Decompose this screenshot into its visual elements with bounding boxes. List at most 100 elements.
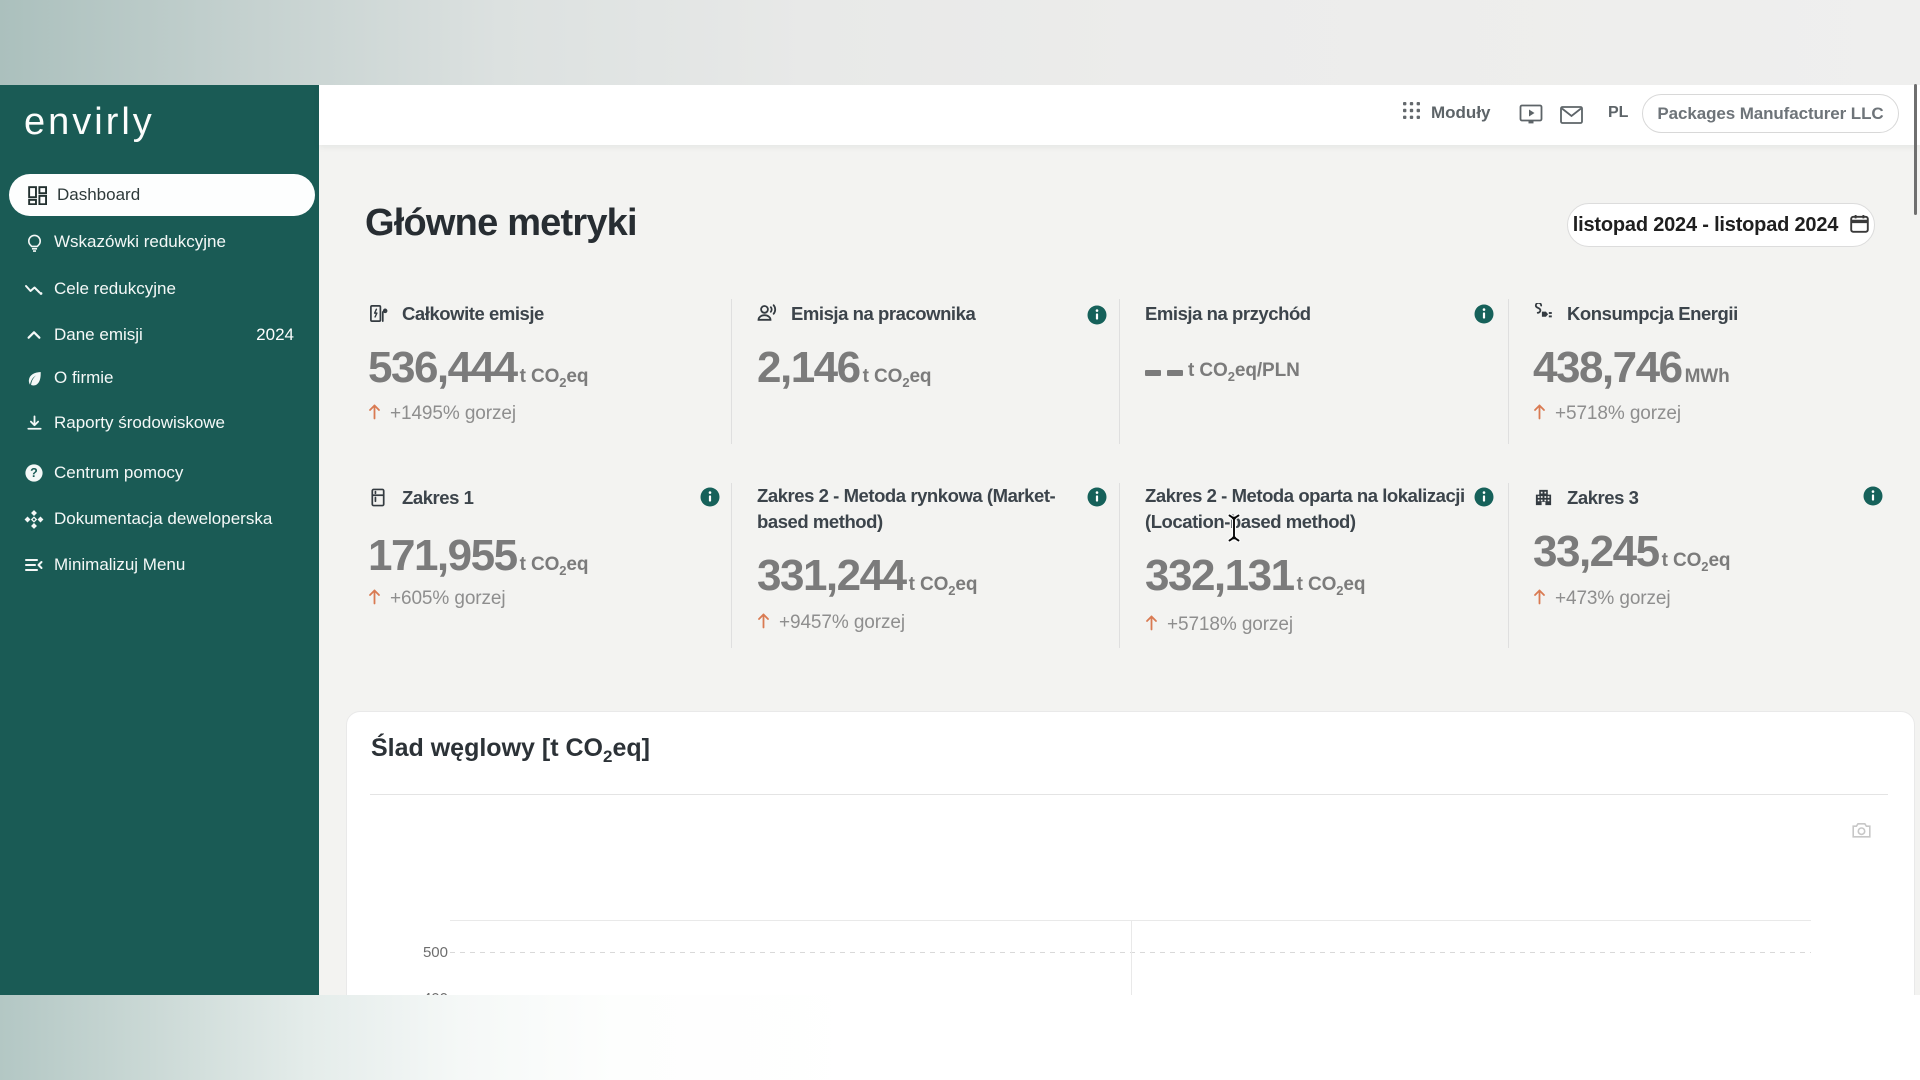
- metric-unit: t CO2eq: [519, 366, 589, 390]
- backdrop-band-top: [0, 0, 1920, 85]
- ev-station-icon: [368, 303, 388, 323]
- metric-title: Całkowite emisje: [402, 303, 544, 324]
- divider: [1508, 483, 1509, 648]
- divider: [731, 299, 732, 444]
- modules-button[interactable]: Moduły: [1403, 102, 1491, 124]
- metric-title: Zakres 3: [1567, 487, 1639, 508]
- camera-icon[interactable]: [1852, 822, 1871, 843]
- metric-value: 331,244: [757, 551, 907, 600]
- info-icon[interactable]: [1087, 305, 1107, 325]
- chart-plot-top-border: [450, 920, 1811, 921]
- metric-unit: t CO2eq: [862, 366, 932, 390]
- date-range-picker[interactable]: listopad 2024 - listopad 2024: [1567, 203, 1875, 247]
- metric-title: Zakres 2 - Metoda oparta na lokalizacji(…: [1145, 485, 1465, 532]
- divider: [1119, 299, 1120, 444]
- sidebar-item-dane-emisji[interactable]: Dane emisji 2024: [0, 312, 319, 358]
- sidebar-item-raporty[interactable]: Raporty środowiskowe: [0, 400, 319, 446]
- metric-value: 438,746: [1533, 343, 1683, 392]
- metric-change: +5718% gorzej: [1555, 403, 1681, 424]
- svg-text:?: ?: [30, 466, 38, 480]
- modules-label: Moduły: [1431, 103, 1491, 122]
- metric-value: 33,245: [1533, 527, 1660, 576]
- divider: [1119, 483, 1120, 648]
- messages-button[interactable]: [1560, 106, 1583, 129]
- leaf-icon: [24, 368, 44, 388]
- info-icon[interactable]: [1087, 487, 1107, 507]
- sidebar-item-label: O firmie: [54, 368, 114, 387]
- metric-title: Zakres 2 - Metoda rynkowa (Market-based …: [757, 485, 1056, 532]
- sidebar-item-dashboard[interactable]: Dashboard: [9, 174, 315, 216]
- page-title: Główne metryki: [365, 202, 638, 244]
- company-name: Packages Manufacturer LLC: [1657, 103, 1884, 123]
- sidebar-item-label: Dashboard: [57, 185, 141, 204]
- sidebar-item-label: Wskazówki redukcyjne: [54, 232, 226, 251]
- metric-unit: t CO2eq: [1296, 574, 1366, 598]
- dashboard-icon: [27, 185, 47, 205]
- scrollbar-thumb[interactable]: [1914, 84, 1917, 215]
- year-badge: 2024: [256, 325, 294, 344]
- metric-title: Konsumpcja Energii: [1567, 303, 1738, 324]
- metric-title: Emisja na pracownika: [791, 303, 976, 324]
- sidebar-item-centrum-pomocy[interactable]: ? Centrum pomocy: [0, 450, 319, 496]
- chevron-up-icon: [24, 325, 44, 345]
- carbon-footprint-chart-card: Ślad węglowy [t CO2eq] 500 400: [346, 711, 1915, 1042]
- topbar: Moduły PL Packages Manufacturer LLC: [319, 85, 1920, 145]
- sidebar-item-minimalizuj[interactable]: Minimalizuj Menu: [0, 542, 319, 588]
- date-range-value: listopad 2024 - listopad 2024: [1572, 213, 1839, 236]
- info-icon[interactable]: [700, 487, 720, 507]
- fridge-icon: [368, 487, 388, 507]
- sidebar-item-label: Dane emisji: [54, 325, 143, 344]
- chart-gridline-500: [450, 952, 1811, 953]
- metric-unit: t CO2eq: [908, 574, 978, 598]
- video-tutorials-button[interactable]: [1519, 104, 1543, 131]
- metric-change: +473% gorzej: [1555, 588, 1671, 609]
- building-icon: [1533, 487, 1553, 507]
- metric-value: 332,131: [1145, 551, 1295, 600]
- sidebar-item-label: Cele redukcyjne: [54, 279, 176, 298]
- sidebar: envirly Dashboard Wskazówki redukcyjne: [0, 85, 319, 995]
- sidebar-item-label: Raporty środowiskowe: [54, 413, 226, 432]
- arrow-up-icon: [1145, 614, 1158, 637]
- sidebar-item-dokumentacja[interactable]: Dokumentacja deweloperska: [0, 496, 319, 542]
- arrow-up-icon: [1533, 403, 1546, 426]
- divider: [370, 794, 1888, 795]
- text-cursor: [1226, 513, 1242, 548]
- metric-title: Emisja na przychód: [1145, 303, 1311, 324]
- metric-change: +5718% gorzej: [1167, 614, 1293, 635]
- sidebar-item-wskazowki[interactable]: Wskazówki redukcyjne: [0, 219, 319, 265]
- dev-docs-icon: [24, 509, 44, 529]
- info-icon[interactable]: [1474, 487, 1494, 507]
- metric-change: +605% gorzej: [390, 588, 506, 609]
- metric-unit: t CO2eq: [519, 554, 589, 578]
- metric-change: +9457% gorzej: [779, 612, 905, 633]
- calendar-icon: [1850, 214, 1869, 236]
- metric-value: 536,444: [368, 343, 518, 392]
- metric-value: 171,955: [368, 531, 518, 580]
- arrow-up-icon: [368, 588, 381, 611]
- metric-unit: t CO2eq: [1661, 550, 1731, 574]
- person-voice-icon: [757, 303, 777, 323]
- info-icon[interactable]: [1863, 486, 1883, 506]
- language-switch[interactable]: PL: [1608, 104, 1629, 121]
- metric-value: 2,146: [757, 343, 861, 392]
- sidebar-item-label: Minimalizuj Menu: [54, 555, 186, 574]
- sidebar-item-o-firmie[interactable]: O firmie: [0, 355, 319, 401]
- arrow-up-icon: [1533, 588, 1546, 611]
- company-selector[interactable]: Packages Manufacturer LLC: [1642, 94, 1899, 133]
- help-icon: ?: [24, 463, 44, 483]
- arrow-up-icon: [757, 612, 770, 635]
- sidebar-item-label: Dokumentacja deweloperska: [54, 509, 273, 528]
- mail-icon: [1560, 106, 1583, 129]
- collapse-menu-icon: [24, 555, 44, 575]
- grid-icon: [1403, 102, 1420, 124]
- backdrop-band-bottom: [0, 995, 1920, 1080]
- y-axis-tick-500: 500: [422, 944, 448, 961]
- sidebar-item-cele[interactable]: Cele redukcyjne: [0, 266, 319, 312]
- download-icon: [24, 413, 44, 433]
- sidebar-item-label: Centrum pomocy: [54, 463, 184, 482]
- info-icon[interactable]: [1474, 304, 1494, 324]
- trend-icon: [24, 279, 44, 299]
- arrow-up-icon: [368, 403, 381, 426]
- plug-icon: [1533, 303, 1553, 323]
